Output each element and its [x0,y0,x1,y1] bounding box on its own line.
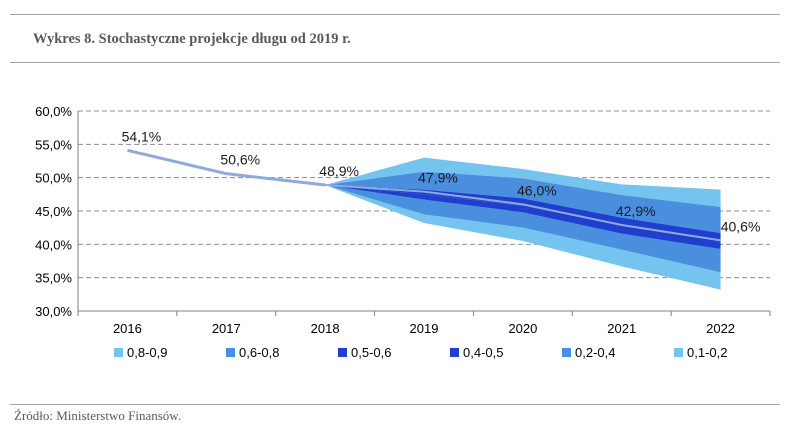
y-tick-label: 55,0% [35,137,72,152]
legend-label: 0,5-0,6 [351,345,391,360]
data-label: 40,6% [721,218,761,234]
data-label: 47,9% [418,170,458,186]
legend-label: 0,2-0,4 [575,345,615,360]
x-tick-label: 2021 [607,321,636,336]
y-tick-label: 30,0% [35,304,72,319]
top-rule [10,14,780,15]
y-tick-label: 50,0% [35,171,72,186]
legend-swatch [450,348,459,357]
source-note: Źródło: Ministerstwo Finansów. [14,408,182,423]
y-tick-label: 35,0% [35,271,72,286]
quantile-bands [325,157,721,290]
legend-label: 0,8-0,9 [127,345,167,360]
x-tick-label: 2018 [311,321,340,336]
legend-label: 0,1-0,2 [687,345,727,360]
band-0.4-0.5 [325,185,721,249]
x-tick-label: 2019 [410,321,439,336]
axes: 30,0% 35,0% 40,0% 45,0% 50,0% 55,0% 60,0% 2016 2… [35,104,771,336]
y-tick-label: 40,0% [35,237,72,252]
title-rule [10,62,780,63]
legend-swatch [674,348,683,357]
x-tick-label: 2020 [508,321,537,336]
y-tick-label: 60,0% [35,104,72,119]
data-label: 46,0% [517,182,557,198]
data-labels: 54,1% 50,6% 48,9% 47,9% 46,0% 42,9% 40,6% [122,128,761,234]
legend: 0,8-0,9 0,6-0,8 0,5-0,6 0,4-0,5 0,2-0,4 0,1-0… [114,345,727,360]
legend-swatch [338,348,347,357]
series-lines [127,148,721,242]
band-0.8-0.9 [325,157,721,207]
y-tick-label: 45,0% [35,204,72,219]
data-label: 42,9% [616,203,656,219]
x-tick-label: 2017 [212,321,241,336]
median-line [325,184,721,242]
debt-projection-chart: 30,0% 35,0% 40,0% 45,0% 50,0% 55,0% 60,0% 2016 2… [35,104,771,360]
chart-title: Wykres 8. Stochastyczne projekcje długu … [33,31,351,47]
legend-swatch [114,348,123,357]
band-0.2-0.4 [325,185,721,273]
legend-swatch [562,348,571,357]
data-label: 50,6% [220,152,260,168]
x-tick-label: 2022 [706,321,735,336]
data-label: 54,1% [122,128,162,144]
legend-label: 0,6-0,8 [239,345,279,360]
data-label: 48,9% [319,163,359,179]
legend-label: 0,4-0,5 [463,345,503,360]
band-0.1-0.2 [325,185,721,290]
history-line [127,148,326,187]
x-tick-label: 2016 [113,321,142,336]
footer-rule [10,404,780,405]
legend-swatch [226,348,235,357]
